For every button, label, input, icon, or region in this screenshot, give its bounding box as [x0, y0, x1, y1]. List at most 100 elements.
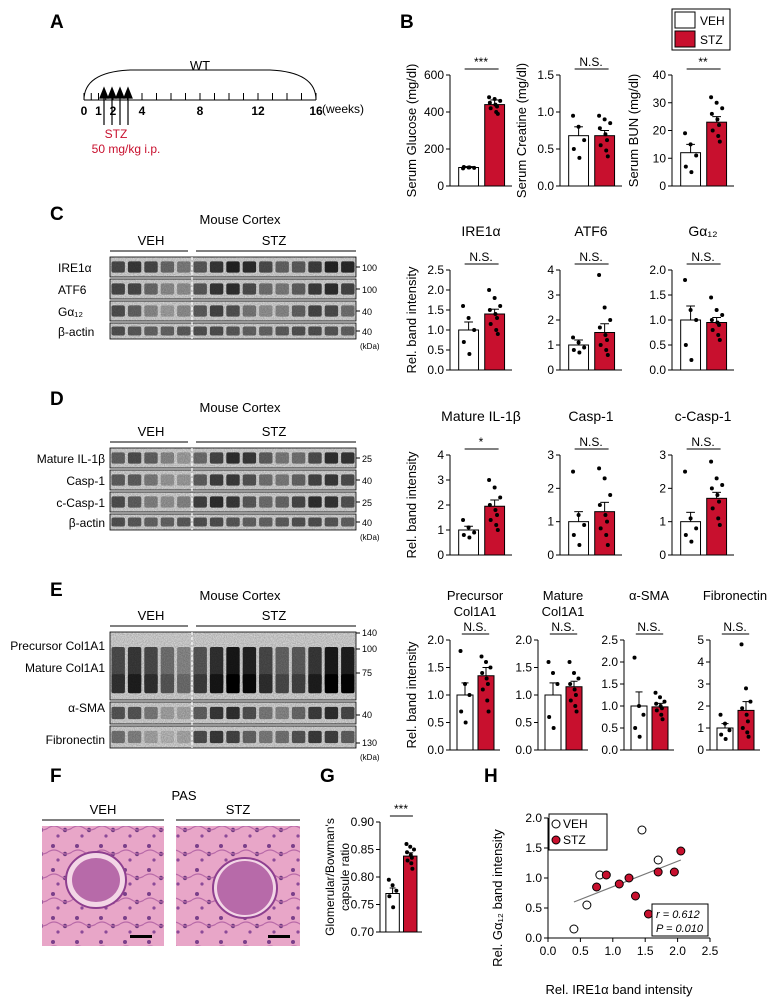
fib-chart-3-data-point — [723, 721, 727, 726]
scatter-stz-point — [643, 909, 653, 919]
blot-noise — [110, 257, 356, 277]
fib-chart-0-sig-label: N.S. — [463, 620, 486, 634]
fib-chart-2-y-tick-label: 2.0 — [601, 655, 618, 669]
fib-chart-0-y-tick-label: 1.5 — [427, 661, 444, 675]
serum-chart-0-data-point — [461, 164, 466, 169]
inflam-chart-0-data-point — [466, 525, 471, 530]
blot-d-marker: 25 — [362, 498, 372, 508]
fib-chart-2-y-tick-label: 1.5 — [601, 677, 618, 691]
er-chart-2-data-point — [683, 278, 688, 282]
serum-chart-0-y-tick-label: 200 — [424, 142, 444, 156]
fib-chart-3-data-point — [745, 719, 750, 724]
stats-box — [651, 903, 709, 937]
blot-veh-label: VEH — [138, 233, 165, 248]
er-chart-2-title: Gα₁₂ — [688, 223, 717, 239]
scatter-stz-point — [601, 870, 611, 880]
timeline-label: 2 — [110, 104, 117, 118]
serum-chart-2-stz-bar — [706, 121, 728, 187]
er-stress-charts: 0.0 0.5 1.0 1.5 2.0 2.5 N.S. IRE1α Rel. band int… — [404, 223, 734, 377]
blot-c-marker: 40 — [362, 307, 372, 317]
inflam-chart-2-data-point — [720, 483, 725, 487]
fib-chart-1-y-tick-label: 2.0 — [515, 633, 532, 647]
correlation-p: P = 0.010 — [656, 923, 704, 935]
fib-chart-1-data-point — [572, 671, 576, 675]
panel-c-letter: C — [50, 204, 64, 225]
panel-a-letter: A — [50, 12, 64, 33]
fib-chart-2-data-point — [633, 726, 638, 730]
er-chart-0-y-tick-label: 0.0 — [427, 363, 444, 377]
scatter-veh-point — [653, 855, 663, 865]
fib-chart-2-data-point — [658, 695, 662, 700]
er-chart-2-y-tick-label: 1.0 — [649, 313, 666, 327]
timeline-label: 12 — [251, 104, 265, 118]
fib-chart-1-data-point — [576, 676, 581, 681]
er-chart-1-data-point — [597, 325, 602, 330]
inflam-chart-1-data-point — [608, 493, 613, 497]
fib-chart-0-data-point — [463, 682, 467, 686]
serum-chart-0-y-tick-label: 0 — [437, 179, 444, 193]
blot-noise — [110, 632, 356, 700]
er-chart-2-y-tick-label: 2.0 — [649, 263, 666, 277]
er-chart-1-data-point — [577, 350, 582, 355]
scatter-y-tick-label: 0.0 — [525, 931, 542, 945]
serum-chart-2-y-tick-label: 0 — [659, 179, 666, 193]
er-chart-2-data-point — [720, 313, 725, 317]
fib-chart-title-line: Fibronectin — [703, 588, 767, 603]
scatter-stz-point — [614, 879, 624, 889]
er-chart-1-sig-label: N.S. — [579, 250, 602, 264]
western-blot-c: VEH STZ IRE1α 100 ATF6 100 Gα₁₂ 40 β-actin 40 (kDa… — [58, 233, 380, 351]
blot-noise — [110, 323, 356, 339]
er-chart-0-data-point — [494, 328, 499, 332]
glom-y-label-line-1: Glomerular/Bowman's — [323, 818, 337, 936]
wt-arc — [83, 69, 317, 101]
blot-stz-label: STZ — [262, 233, 287, 248]
blot-d-row-label: β-actin — [69, 516, 105, 530]
serum-chart-1-y-tick-label: 0.5 — [537, 142, 554, 156]
scatter-stz-point — [676, 846, 686, 856]
inflam-chart-0-data-point — [467, 535, 472, 540]
fib-chart-0-data-point — [480, 671, 485, 675]
scatter-legend-veh-label: VEH — [563, 817, 588, 831]
serum-chart-2-data-point — [717, 139, 722, 144]
glom-chart-y-tick-label: 0.80 — [351, 870, 375, 884]
er-chart-1-data-point — [604, 348, 609, 352]
inflam-chart-0-data-point — [492, 485, 497, 490]
inflam-chart-0-data-point — [495, 513, 500, 517]
blot-e-row-label: α-SMA — [68, 701, 105, 715]
er-chart-0-y-label: Rel. band intensity — [404, 266, 419, 373]
fib-chart-0-data-point — [459, 709, 464, 714]
er-chart-1-stz-bar — [594, 332, 616, 371]
fib-chart-title-line: Col1A1 — [542, 604, 585, 619]
er-chart-1-data-point — [582, 345, 587, 350]
fib-chart-0-data-point — [484, 660, 488, 664]
fib-chart-title-line: Precursor — [447, 588, 504, 603]
blot-e-title: Mouse Cortex — [200, 588, 281, 603]
fib-chart-2-data-point — [653, 690, 658, 695]
fib-chart-1-y-tick-label: 0.0 — [515, 743, 532, 757]
serum-chart-2-y-tick-label: 10 — [653, 151, 667, 165]
blot-d-marker: 25 — [362, 454, 372, 464]
inflam-chart-1-data-point — [605, 519, 610, 524]
fib-chart-3-data-point — [744, 712, 749, 717]
er-chart-0-y-tick-label: 2.5 — [427, 263, 444, 277]
er-chart-0-y-tick-label: 0.5 — [427, 343, 444, 357]
blot-d-marker: 40 — [362, 476, 372, 486]
legend-veh-label: VEH — [700, 14, 725, 28]
fib-chart-3-data-point — [748, 699, 753, 704]
blot-noise — [110, 702, 356, 724]
fib-chart-3-data-point — [740, 726, 745, 730]
inflam-chart-0-y-tick-label: 4 — [437, 448, 444, 462]
er-chart-1-data-point — [597, 273, 602, 277]
glom-chart-data-point — [409, 855, 414, 860]
er-chart-0-sig-label: N.S. — [469, 250, 492, 264]
blot-c-title: Mouse Cortex — [200, 212, 281, 227]
serum-chart-2-data-point — [714, 100, 719, 105]
scatter-y-tick-label: 1.0 — [525, 871, 542, 885]
serum-chart-2-data-point — [688, 142, 693, 147]
fib-chart-2-y-tick-label: 0.5 — [601, 721, 618, 735]
inflam-chart-1-y-tick-label: 2 — [547, 481, 554, 495]
inflam-chart-2-data-point — [717, 523, 722, 527]
fib-chart-0-y-tick-label: 2.0 — [427, 633, 444, 647]
er-chart-1-y-tick-label: 3 — [547, 288, 554, 302]
